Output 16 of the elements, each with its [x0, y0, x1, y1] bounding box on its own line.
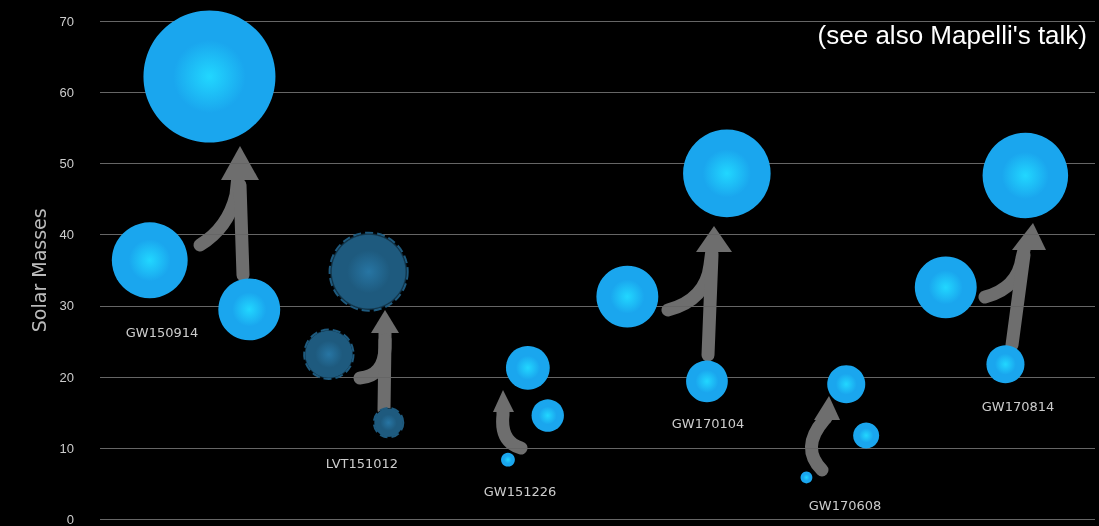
- annotation: GW170608: [808, 497, 882, 513]
- y-tick-label: 0: [66, 512, 74, 526]
- y-tick-label: 20: [59, 369, 74, 385]
- y-tick-label: 70: [59, 13, 74, 29]
- y-axis-title: Solar Masses: [28, 208, 51, 333]
- y-tick-label: 30: [59, 298, 74, 314]
- annotation: GW150914: [125, 324, 199, 340]
- y-tick-label: 10: [59, 440, 74, 456]
- y-tick-label: 50: [59, 155, 74, 171]
- annotation: GW151226: [483, 483, 557, 499]
- annotation: LVT151012: [325, 455, 399, 471]
- annotation: GW170814: [981, 398, 1055, 414]
- annotation: GW170104: [671, 415, 745, 431]
- annotation: (see also Mapelli's talk): [817, 20, 1088, 50]
- y-tick-label: 40: [59, 227, 74, 243]
- y-tick-label: 60: [59, 84, 74, 100]
